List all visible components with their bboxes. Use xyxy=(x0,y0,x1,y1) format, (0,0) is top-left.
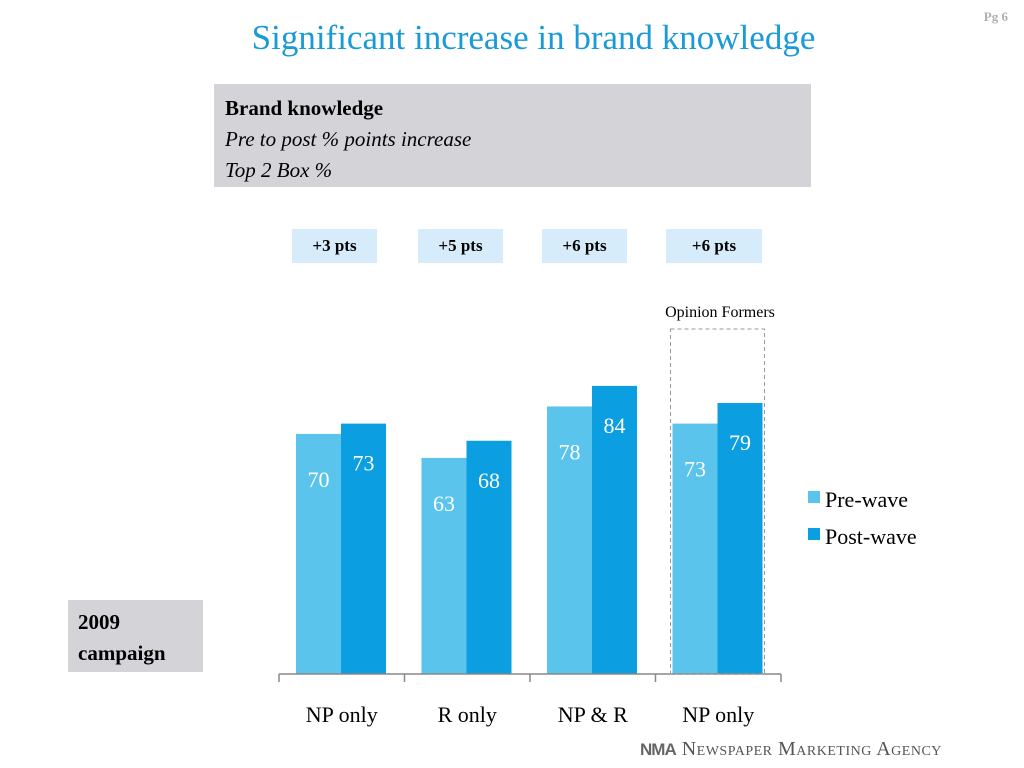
brand-name: Newspaper Marketing Agency xyxy=(681,738,942,760)
campaign-label: 2009 campaign xyxy=(68,600,203,672)
opinion-formers-box xyxy=(670,328,765,675)
legend-swatch-pre xyxy=(808,491,820,503)
opinion-formers-label: Opinion Formers xyxy=(665,304,775,321)
legend-label-pre: Pre-wave xyxy=(825,487,908,512)
delta-badge-3: +6 pts xyxy=(542,229,627,263)
page-title: Significant increase in brand knowledge xyxy=(251,18,816,57)
bar-post-1 xyxy=(341,423,386,674)
info-line-2: Top 2 Box % xyxy=(225,158,333,182)
x-tick-label-2: R only xyxy=(438,702,497,727)
page-number: Pg 6 xyxy=(983,9,1008,24)
data-label-post-1: 73 xyxy=(353,451,375,476)
campaign-word: campaign xyxy=(78,641,166,665)
data-label-post-4: 79 xyxy=(729,430,751,455)
data-label-post-3: 84 xyxy=(604,413,626,438)
brand-logo: NMA xyxy=(640,740,677,759)
delta-badge-4: +6 pts xyxy=(666,229,762,263)
x-tick-label-4: NP only xyxy=(682,702,754,727)
campaign-year: 2009 xyxy=(78,610,120,634)
info-box: Brand knowledge Pre to post % points inc… xyxy=(214,84,811,187)
bar-pre-3 xyxy=(547,406,592,674)
footer-brand: NMA Newspaper Marketing Agency xyxy=(640,738,942,761)
legend-swatch-post xyxy=(808,528,820,540)
bar-post-3 xyxy=(592,385,637,674)
x-tick-label-3: NP & R xyxy=(558,702,628,727)
data-label-pre-4: 73 xyxy=(684,457,706,482)
delta-badge-2: +5 pts xyxy=(418,229,503,263)
info-line-1: Pre to post % points increase xyxy=(225,127,472,151)
bar-pre-1 xyxy=(296,433,341,674)
data-label-pre-2: 63 xyxy=(433,491,455,516)
x-tick-label-1: NP only xyxy=(306,702,378,727)
bar-pre-2 xyxy=(421,457,467,674)
legend-label-post: Post-wave xyxy=(825,524,917,549)
bar-post-4 xyxy=(717,403,763,674)
delta-badge-1: +3 pts xyxy=(292,229,377,263)
data-label-pre-1: 70 xyxy=(308,467,330,492)
bar-post-2 xyxy=(466,440,512,674)
info-heading: Brand knowledge xyxy=(225,96,384,120)
data-label-pre-3: 78 xyxy=(559,439,581,464)
data-label-post-2: 68 xyxy=(478,468,500,493)
bar-pre-4 xyxy=(672,423,718,674)
